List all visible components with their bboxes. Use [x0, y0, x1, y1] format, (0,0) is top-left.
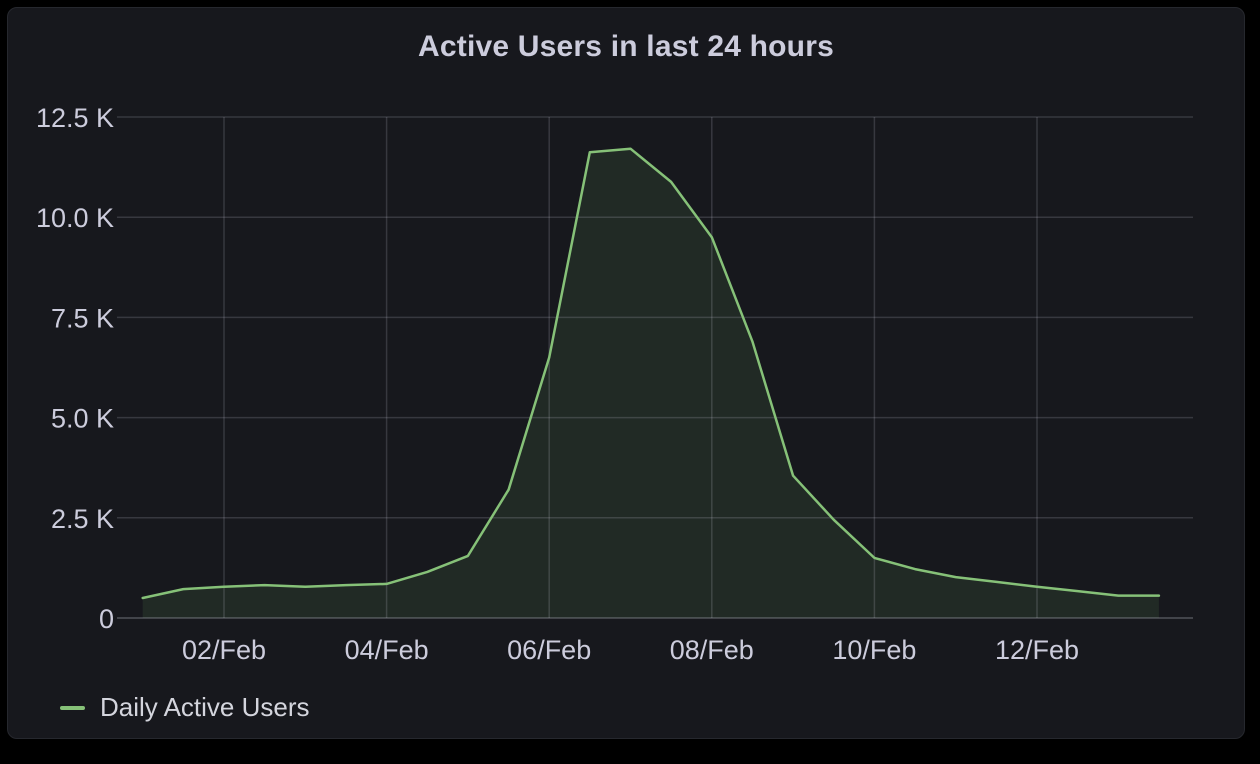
y-axis-tick-label: 5.0 K [51, 404, 114, 434]
x-axis-tick-label: 08/Feb [670, 635, 754, 665]
y-axis-tick-label: 12.5 K [36, 103, 114, 133]
legend-item-daily-active-users[interactable]: Daily Active Users [60, 692, 310, 723]
legend-series-swatch[interactable] [60, 705, 85, 710]
series-line-daily-active-users[interactable] [141, 147, 1161, 600]
time-series-chart[interactable]: 0 2.5 K 5.0 K 7.5 K 10.0 K 12.5 K 02/Feb 04/Feb… [8, 8, 1260, 764]
legend-series-label[interactable]: Daily Active Users [100, 692, 310, 722]
y-axis-tick-label: 10.0 K [36, 203, 114, 233]
panel-title: Active Users in last 24 hours [418, 30, 834, 63]
chart-panel: Active Users in last 24 hours 0 2.5 K 5.0 … [7, 7, 1245, 739]
x-axis-tick-label: 12/Feb [995, 635, 1079, 665]
y-axis-tick-label: 2.5 K [51, 504, 114, 534]
x-axis-tick-label: 02/Feb [182, 635, 266, 665]
x-axis-tick-label: 06/Feb [507, 635, 591, 665]
y-axis-tick-label: 0 [99, 604, 114, 634]
x-axis-tick-label: 10/Feb [832, 635, 916, 665]
x-axis-tick-label: 04/Feb [345, 635, 429, 665]
y-axis-tick-label: 7.5 K [51, 303, 114, 333]
series-area-fill [142, 148, 1159, 618]
